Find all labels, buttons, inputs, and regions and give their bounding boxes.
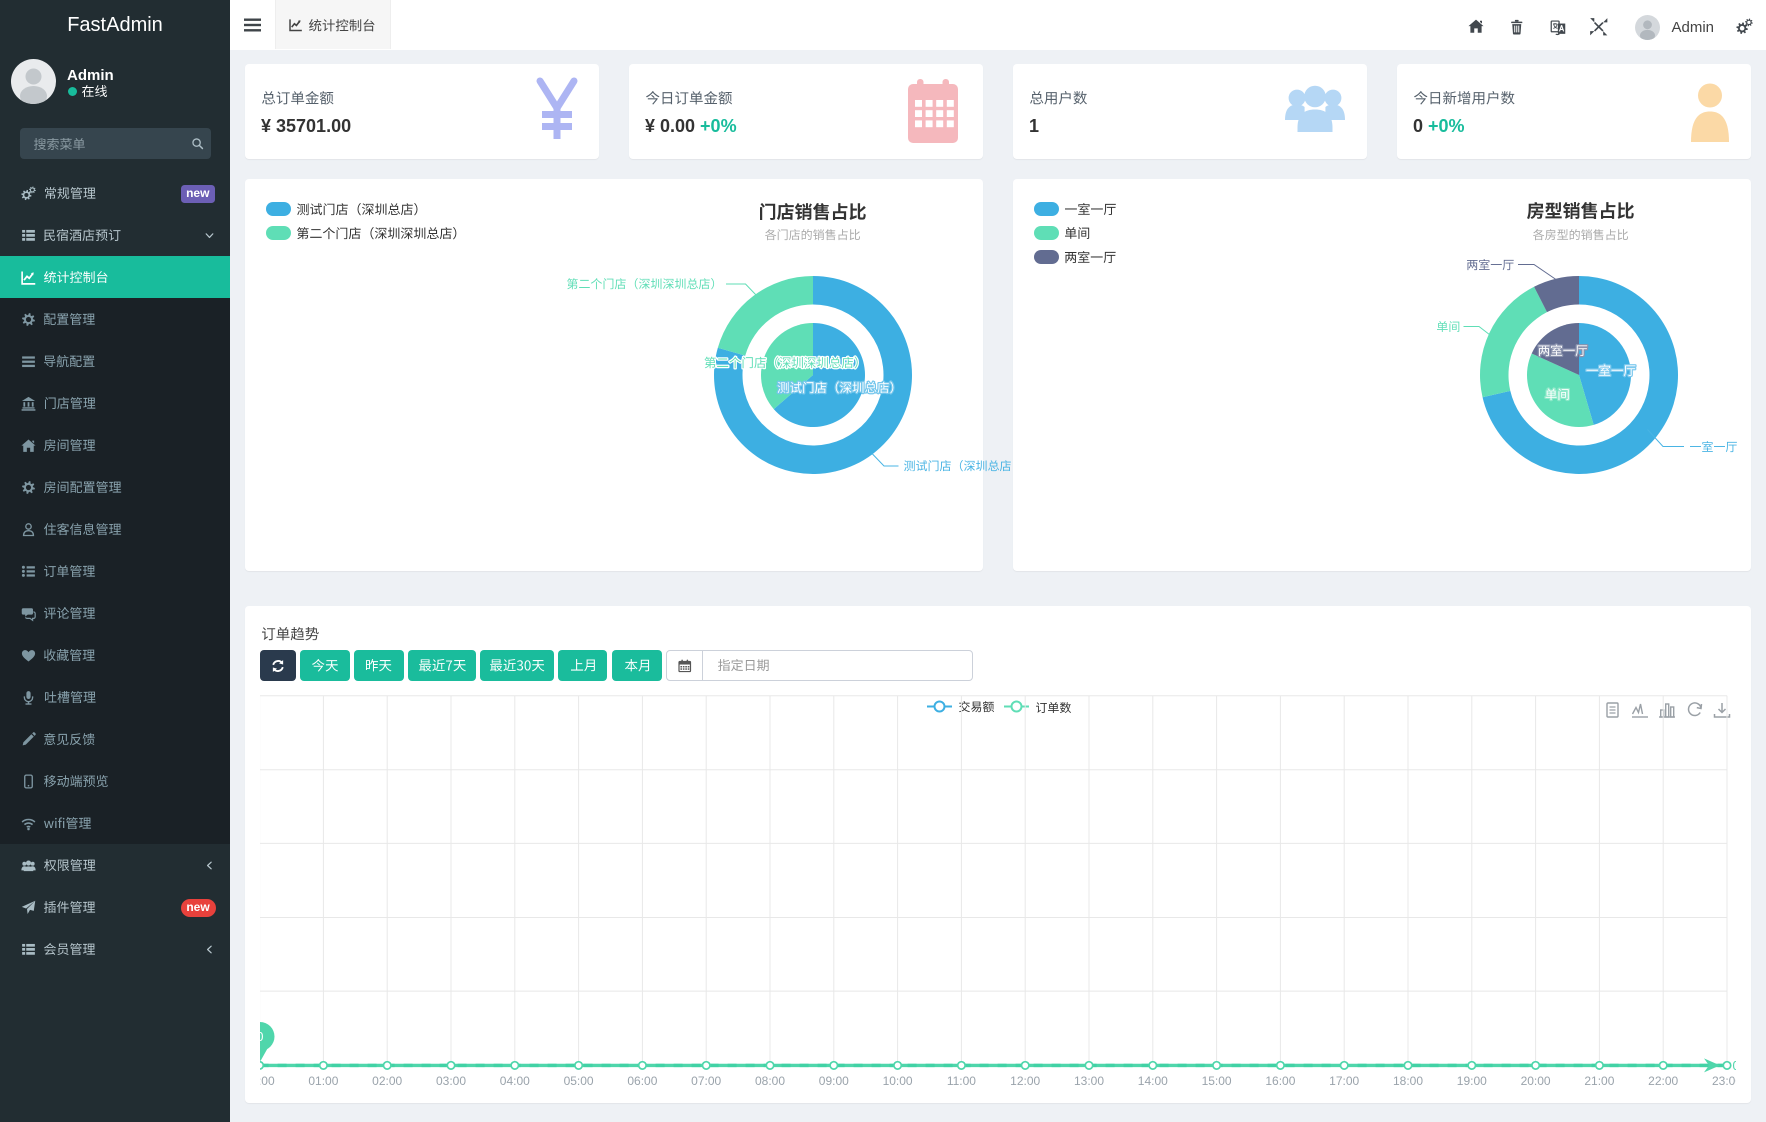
svg-text:0: 0 [260,1030,264,1044]
svg-text:0: 0 [1733,1059,1736,1073]
